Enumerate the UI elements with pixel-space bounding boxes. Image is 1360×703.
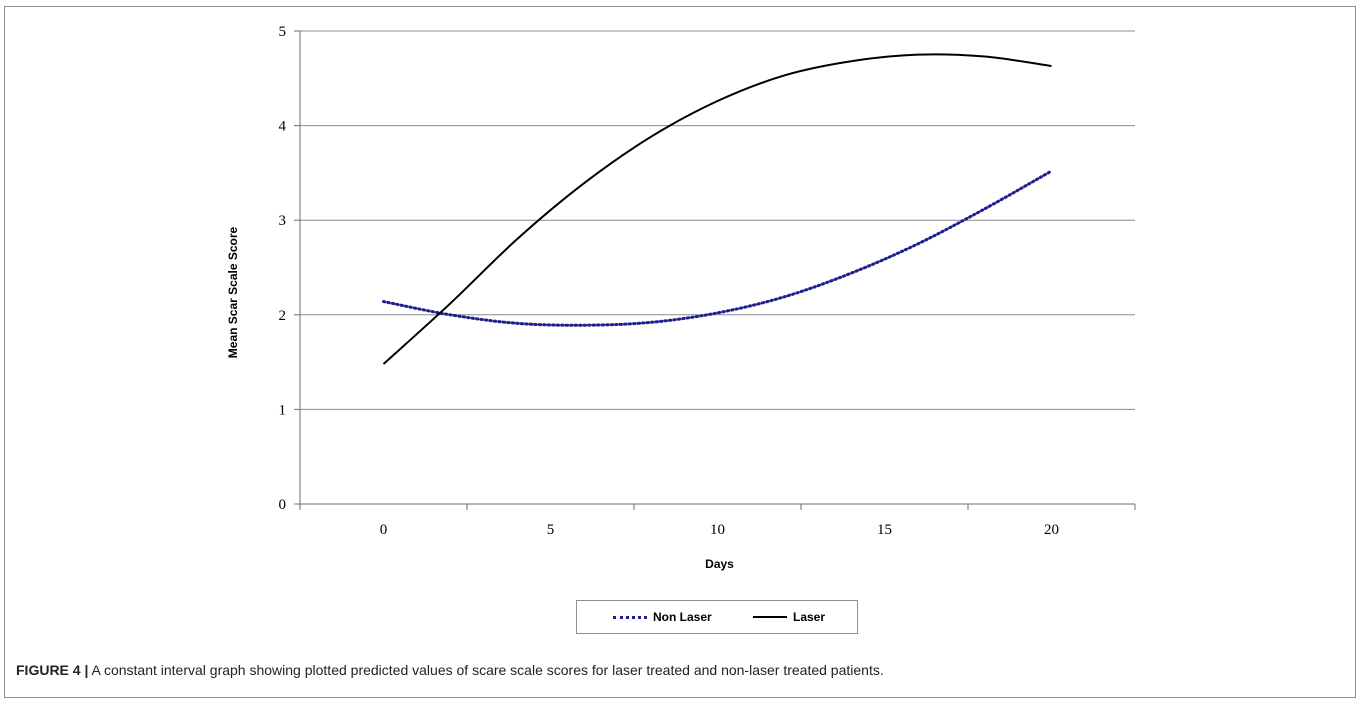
legend-label-non-laser: Non Laser (653, 610, 712, 624)
y-tick-label-2: 2 (279, 308, 287, 324)
figure-caption-label: FIGURE 4 | (16, 662, 89, 678)
y-tick-label-5: 5 (279, 24, 287, 40)
legend-item-non-laser: Non Laser (613, 601, 712, 633)
figure-caption-text: A constant interval graph showing plotte… (88, 662, 884, 678)
x-tick-label-0: 0 (380, 522, 388, 538)
figure-frame (4, 6, 1356, 698)
legend-swatch-non-laser (613, 615, 647, 619)
series-line-laser (382, 53, 1052, 365)
x-tick-label-20: 20 (1044, 522, 1059, 538)
legend-label-laser: Laser (793, 610, 826, 624)
y-tick-label-3: 3 (279, 213, 287, 229)
axes (294, 30, 1136, 510)
x-tick-label-10: 10 (710, 522, 725, 538)
series-line-non-laser (382, 169, 1053, 327)
gridlines (300, 30, 1135, 410)
legend-swatch-laser (753, 616, 787, 618)
y-tick-label-1: 1 (279, 402, 287, 418)
line-chart: 0 1 2 3 4 5 0 5 10 15 20 Days Mean Scar Scale Scor… (226, 24, 1136, 571)
series-layer (382, 53, 1053, 365)
y-tick-label-4: 4 (279, 119, 287, 135)
x-tick-label-15: 15 (877, 522, 892, 538)
y-tick-label-0: 0 (279, 497, 287, 513)
x-tick-label-5: 5 (547, 522, 555, 538)
legend-item-laser: Laser (753, 601, 825, 633)
y-axis-title: Mean Scar Scale Score (226, 226, 240, 358)
chart-legend: Non Laser Laser (576, 600, 858, 634)
tick-labels: 0 1 2 3 4 5 0 5 10 15 20 (279, 24, 1060, 538)
x-axis-title: Days (705, 557, 734, 571)
figure-caption: FIGURE 4 | A constant interval graph sho… (16, 662, 1346, 678)
